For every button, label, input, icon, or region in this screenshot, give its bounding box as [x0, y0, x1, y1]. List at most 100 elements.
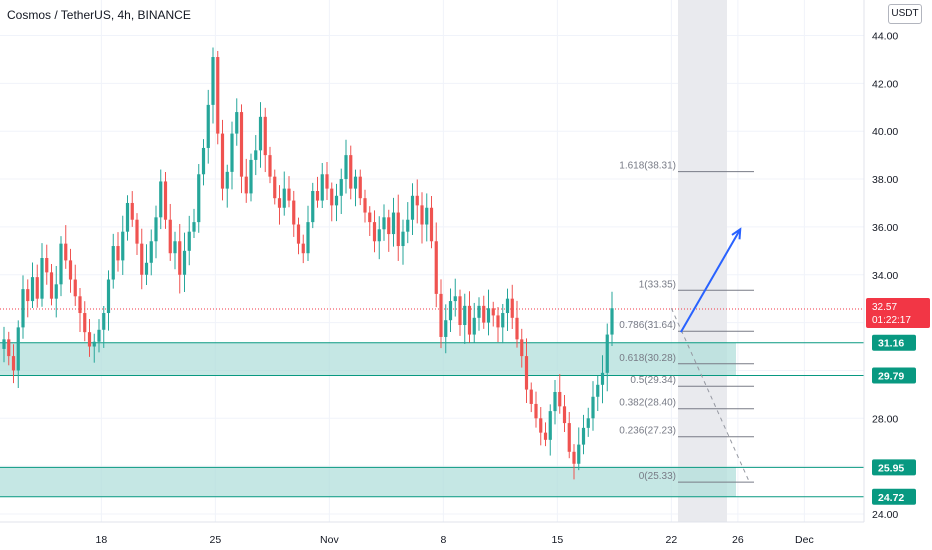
candle-body — [596, 384, 600, 397]
candle-body — [467, 305, 472, 335]
plot-background — [0, 0, 864, 522]
candle-body — [125, 202, 130, 232]
candle-body — [515, 317, 519, 340]
candle-body — [244, 176, 248, 194]
candle-body — [600, 372, 605, 385]
candle-body — [225, 171, 229, 189]
candle-body — [434, 241, 438, 294]
candle-body — [258, 116, 263, 151]
price-axis[interactable] — [864, 0, 932, 550]
current-price-label: 32.57 — [872, 302, 897, 313]
candle-body — [377, 229, 381, 242]
candle-body — [382, 217, 386, 230]
candle-body — [121, 231, 125, 261]
candle-body — [11, 356, 16, 371]
candle-body — [30, 277, 35, 302]
candle-body — [292, 200, 296, 225]
candle-body — [277, 198, 282, 208]
candle-body — [59, 243, 63, 285]
candle-body — [16, 327, 20, 371]
candle-body — [168, 219, 172, 254]
price-axis-tick: 44.00 — [872, 31, 898, 43]
fib-level-label: 0.382(28.40) — [619, 398, 676, 409]
price-axis-tick: 42.00 — [872, 78, 898, 90]
candle-body — [2, 339, 6, 349]
candle-body — [173, 241, 177, 254]
candle-body — [325, 174, 329, 189]
candle-body — [97, 329, 101, 342]
candle-body — [197, 174, 201, 223]
forecast-arrow[interactable] — [680, 228, 742, 333]
candle-body — [206, 104, 210, 148]
candle-body — [192, 222, 196, 232]
candle-body — [21, 289, 25, 328]
candle-body — [273, 176, 277, 199]
level-price-tag-label: 25.95 — [878, 462, 904, 474]
candle-body — [368, 212, 372, 223]
candle-body — [548, 411, 552, 440]
fib-level-label: 0.618(30.28) — [619, 353, 676, 364]
fib-level-label: 1(33.35) — [639, 279, 676, 290]
candle-body — [406, 219, 410, 232]
level-price-tag-label: 29.79 — [878, 370, 904, 382]
price-axis-tick: 24.00 — [872, 509, 898, 521]
level-price-tag — [872, 488, 916, 505]
candle-body — [391, 212, 396, 235]
candle-body — [78, 296, 82, 314]
candle-body — [458, 296, 462, 325]
candle-body — [349, 155, 353, 189]
candle-body — [315, 191, 320, 201]
candle-body — [201, 147, 206, 175]
candle-body — [320, 174, 324, 201]
candle-body — [106, 279, 111, 314]
candle-body — [178, 241, 182, 275]
candle-body — [463, 305, 467, 325]
support-zone[interactable] — [0, 342, 736, 376]
candle-body — [510, 298, 514, 318]
candle-body — [92, 341, 96, 347]
candle-body — [45, 258, 49, 273]
candle-body — [420, 205, 424, 225]
candle-body — [220, 133, 225, 189]
fib-level-label: 1.618(38.31) — [619, 161, 676, 172]
candle-body — [534, 403, 538, 419]
fib-level-label: 0(25.33) — [639, 471, 676, 482]
candle-body — [558, 391, 562, 407]
candle-body — [154, 217, 158, 242]
candle-body — [472, 317, 476, 335]
candle-body — [486, 308, 491, 323]
bar-countdown: 01:22:17 — [872, 315, 911, 326]
candle-body — [605, 334, 609, 373]
candle-body — [254, 150, 258, 160]
candle-body — [496, 315, 500, 328]
candle-body — [49, 272, 54, 299]
candle-body — [140, 243, 144, 275]
candle-body — [35, 277, 39, 299]
candle-body — [111, 246, 115, 280]
fib-level-label: 0.5(29.34) — [630, 375, 676, 386]
candle-body — [163, 181, 168, 220]
candle-body — [477, 305, 481, 318]
currency-button[interactable]: USDT — [888, 4, 922, 24]
time-axis-tick: Dec — [795, 534, 814, 546]
candle-body — [339, 179, 343, 196]
candle-body — [572, 451, 576, 464]
candle-body — [610, 308, 614, 335]
candle-body — [453, 296, 457, 302]
candle-body — [87, 332, 92, 347]
candle-body — [425, 207, 429, 225]
time-axis-tick: 22 — [666, 534, 678, 546]
candle-body — [235, 112, 239, 134]
candle-body — [448, 301, 453, 321]
candle-body — [577, 444, 581, 464]
support-zone[interactable] — [0, 467, 736, 497]
candle-body — [524, 356, 529, 390]
candle-body — [562, 406, 567, 424]
candle-body — [182, 250, 187, 275]
candle-body — [249, 159, 253, 194]
candle-body — [296, 224, 301, 244]
candle-body — [429, 207, 434, 242]
level-price-tag-label: 24.72 — [878, 492, 904, 504]
